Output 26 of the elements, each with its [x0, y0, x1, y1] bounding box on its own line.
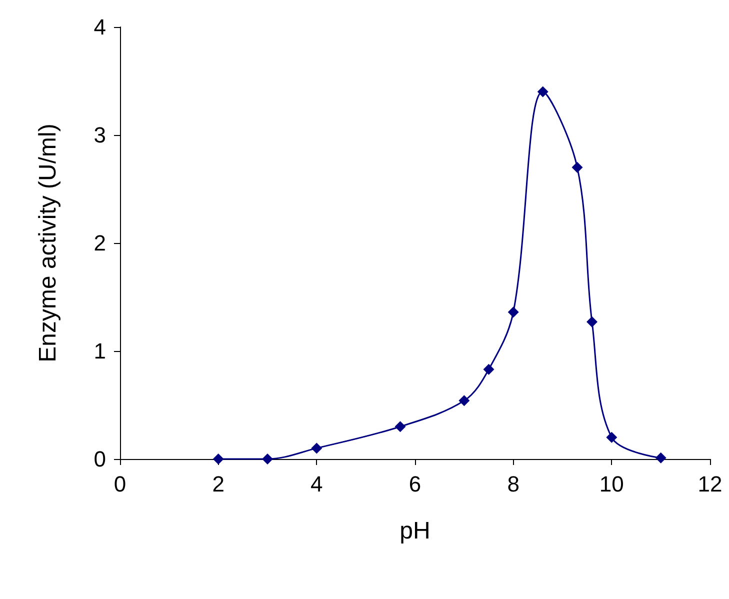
- y-tick-label: 1: [94, 338, 106, 364]
- x-tick-label: 10: [599, 472, 624, 496]
- x-tick-label: 6: [408, 472, 422, 496]
- point: [606, 432, 618, 443]
- x-tick-label: 12: [698, 472, 722, 496]
- y-tick-label: 3: [94, 122, 106, 148]
- point: [483, 364, 494, 375]
- point: [212, 454, 224, 464]
- point: [262, 454, 273, 464]
- x-tick-label: 4: [310, 472, 323, 496]
- y-axis-title: Enzyme activity (U/ml): [34, 124, 62, 362]
- y-tick-label: 0: [94, 446, 106, 472]
- x-tick-label: 2: [212, 472, 224, 496]
- point: [508, 306, 519, 318]
- point: [311, 442, 322, 454]
- point: [655, 452, 666, 464]
- point: [586, 316, 598, 328]
- y-tick-label: 2: [94, 230, 106, 256]
- point: [394, 421, 406, 432]
- point: [572, 162, 583, 173]
- x-axis-title: pH: [400, 518, 430, 544]
- y-tick-label: 4: [94, 14, 106, 40]
- x-tick-label: 8: [507, 472, 520, 496]
- x-tick-label: 0: [114, 472, 126, 496]
- point: [537, 86, 548, 98]
- point: [458, 395, 470, 406]
